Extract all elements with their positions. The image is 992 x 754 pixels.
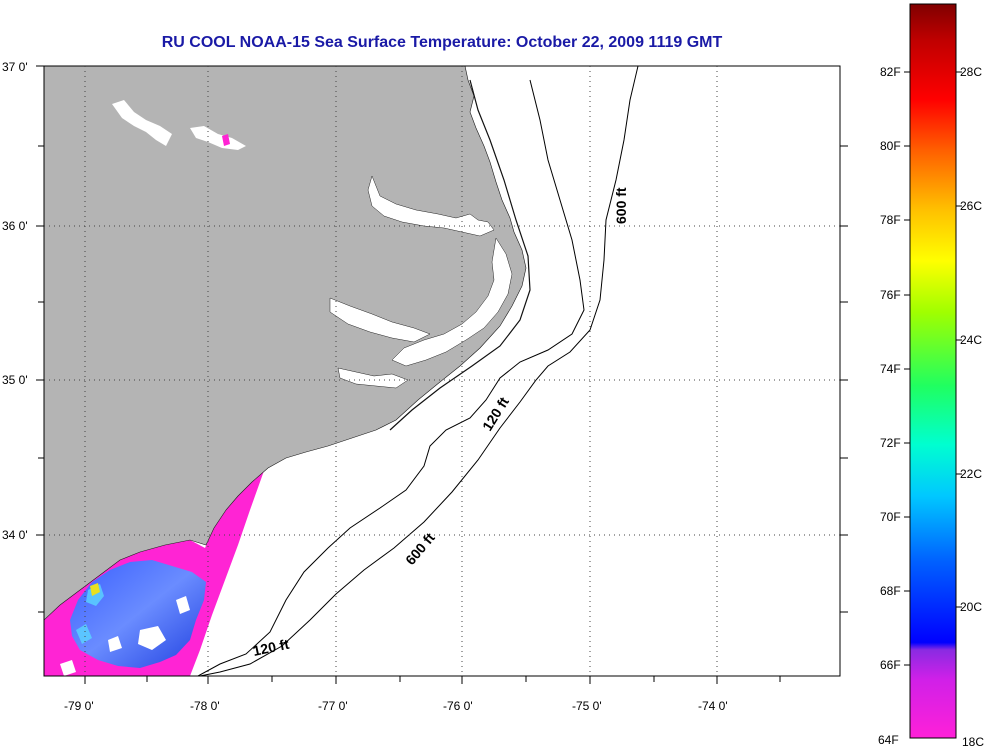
contour-120ft [197, 79, 585, 676]
lon-label: -77 0' [318, 699, 348, 713]
neuse-river [337, 367, 409, 389]
contour-600ft [199, 66, 639, 676]
lat-label: 34 0' [2, 528, 28, 542]
sst-cool-patch [70, 560, 206, 668]
colorbar-c-label: 18C [962, 735, 984, 749]
sst-yellow-spot [90, 583, 100, 596]
lat-label: 35 0' [2, 373, 28, 387]
colorbar-f-label: 64F [878, 733, 899, 747]
lat-label: 36 0' [2, 219, 28, 233]
colorbar-c-label: 24C [960, 333, 982, 347]
colorbar-c-label: 22C [960, 467, 982, 481]
colorbar-f-label: 80F [880, 139, 901, 153]
pamlico-river [329, 297, 431, 343]
tick-marks [36, 65, 848, 684]
lon-label: -79 0' [64, 699, 94, 713]
land-mass [44, 66, 527, 621]
colorbar-f-label: 78F [880, 213, 901, 227]
lon-label: -76 0' [443, 699, 473, 713]
lon-label: -74 0' [698, 699, 728, 713]
pamlico-sound [391, 237, 513, 367]
colorbar-f-label: 66F [880, 658, 901, 672]
graticule [44, 66, 840, 676]
colorbar-f-label: 82F [880, 65, 901, 79]
colorbar-f-label: 72F [880, 436, 901, 450]
sst-white-gaps [60, 596, 190, 676]
colorbar-f-label: 76F [880, 288, 901, 302]
lon-label: -75 0' [572, 699, 602, 713]
inland-lake-west [112, 100, 172, 146]
lon-label: -78 0' [190, 699, 220, 713]
colorbar-f-label: 74F [880, 362, 901, 376]
colorbar-f-label: 70F [880, 510, 901, 524]
colorbar-c-label: 20C [960, 600, 982, 614]
lat-label: 37 0' [2, 60, 28, 74]
colorbar-ticks [904, 71, 962, 666]
colorbar [909, 3, 957, 739]
outer-banks [389, 79, 531, 431]
colorbar-f-label: 68F [880, 584, 901, 598]
inland-lake-east [190, 126, 246, 150]
sst-mixed-spots [76, 584, 104, 644]
contour-label-600ft-north: 600 ft [613, 187, 629, 224]
colorbar-c-label: 28C [960, 65, 982, 79]
contour-label-120ft-south: 120 ft [251, 636, 290, 659]
colorbar-c-label: 26C [960, 199, 982, 213]
map-border [43, 65, 841, 677]
inland-lake-spot [222, 134, 230, 146]
map-title: RU COOL NOAA-15 Sea Surface Temperature:… [161, 34, 723, 51]
